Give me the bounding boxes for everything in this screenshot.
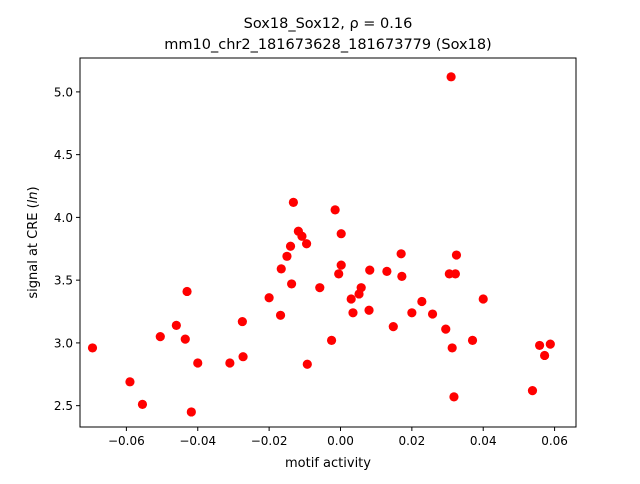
x-tick-label: −0.02 xyxy=(251,434,288,448)
data-point xyxy=(297,231,307,241)
chart-title-line1: Sox18_Sox12, ρ = 0.16 xyxy=(244,16,413,32)
data-point xyxy=(388,321,398,332)
x-tick-label: −0.04 xyxy=(179,434,216,448)
data-point xyxy=(285,241,296,251)
data-point xyxy=(336,260,346,270)
data-point xyxy=(364,305,374,315)
data-point xyxy=(237,316,247,327)
chart-title-line2: mm10_chr2_181673628_181673779 (Sox18) xyxy=(164,37,491,53)
data-point xyxy=(288,197,298,207)
data-point xyxy=(171,320,181,330)
data-point xyxy=(336,229,346,239)
y-tick-label: 4.0 xyxy=(54,211,73,225)
data-point xyxy=(315,283,325,293)
x-tick-label: 0.00 xyxy=(327,434,354,448)
data-point xyxy=(527,386,538,396)
y-tick-label: 4.5 xyxy=(54,148,73,162)
data-point xyxy=(275,310,286,320)
data-point xyxy=(447,343,457,353)
data-point xyxy=(449,392,459,402)
data-point xyxy=(397,271,407,281)
data-point xyxy=(87,343,98,353)
data-point xyxy=(348,308,358,318)
data-point xyxy=(467,335,478,345)
data-point xyxy=(478,294,488,304)
data-point xyxy=(396,249,406,259)
data-point xyxy=(193,358,203,368)
data-point xyxy=(301,239,312,249)
data-point xyxy=(356,283,366,293)
plot-frame xyxy=(79,57,577,428)
data-point xyxy=(407,308,417,318)
x-tick-label: 0.06 xyxy=(541,434,568,448)
data-point xyxy=(365,265,375,275)
data-point xyxy=(326,335,337,345)
data-point xyxy=(264,293,274,303)
data-point xyxy=(238,352,248,362)
y-tick-label: 3.5 xyxy=(54,274,73,288)
y-tick-label: 3.0 xyxy=(54,336,73,350)
data-point xyxy=(287,279,297,289)
y-axis-label: signal at CRE (ln) xyxy=(26,186,41,298)
data-point xyxy=(155,332,165,342)
data-point xyxy=(334,269,344,279)
data-point xyxy=(427,309,438,319)
data-point xyxy=(302,359,312,369)
data-point xyxy=(382,266,392,276)
data-point xyxy=(535,340,545,351)
data-point xyxy=(125,377,135,387)
data-point xyxy=(225,358,235,368)
data-point xyxy=(330,205,340,215)
data-point xyxy=(441,324,451,334)
data-point xyxy=(186,407,196,417)
y-tick-label: 5.0 xyxy=(54,85,73,99)
data-point xyxy=(137,399,148,410)
y-axis-ticks: 2.5 3.0 3.5 4.0 4.5 5.0 xyxy=(54,85,80,413)
data-point xyxy=(446,72,456,82)
x-axis-label: motif activity xyxy=(285,456,371,471)
data-point xyxy=(540,350,550,361)
data-point xyxy=(450,269,460,279)
data-point xyxy=(545,339,555,349)
x-tick-label: 0.02 xyxy=(398,434,425,448)
data-point xyxy=(451,250,462,260)
data-point xyxy=(276,264,286,274)
data-point xyxy=(282,251,292,261)
data-point xyxy=(417,296,427,307)
data-point xyxy=(346,294,356,304)
x-tick-label: −0.06 xyxy=(108,434,145,448)
data-point xyxy=(180,334,190,344)
y-tick-label: 2.5 xyxy=(54,399,73,413)
data-point xyxy=(182,286,192,297)
x-tick-label: 0.04 xyxy=(470,434,497,448)
x-axis-ticks: −0.06 −0.04 −0.02 0.00 0.02 0.04 0.06 xyxy=(108,427,568,448)
data-points xyxy=(87,72,555,417)
